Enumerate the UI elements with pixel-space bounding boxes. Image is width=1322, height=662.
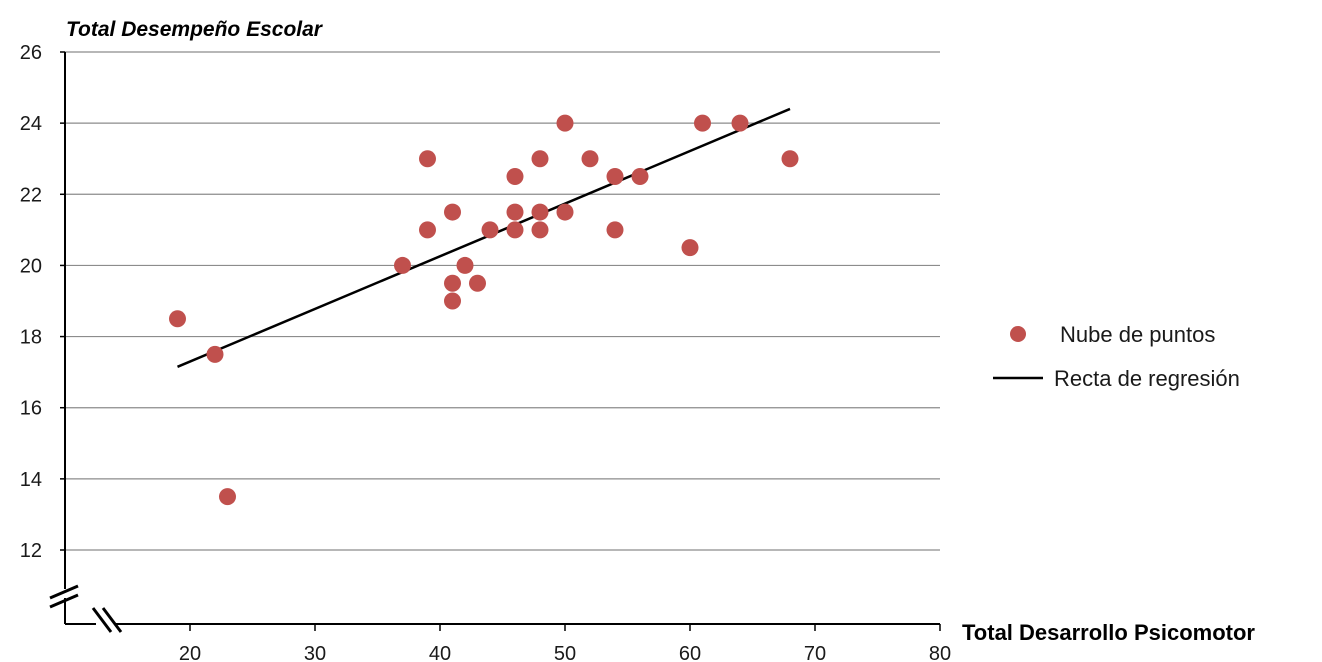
data-point-13 bbox=[506, 203, 524, 221]
grid-lines bbox=[60, 51, 940, 551]
data-point-5 bbox=[419, 221, 436, 239]
data-point-9 bbox=[456, 256, 474, 274]
data-point-26 bbox=[731, 114, 749, 132]
legend-marker-points bbox=[1010, 326, 1026, 342]
y-tick-labels: 12 14 16 18 20 22 24 26 bbox=[20, 42, 42, 562]
data-point-20 bbox=[581, 150, 599, 168]
data-point-15 bbox=[531, 150, 549, 168]
x-axis-title: Total Desarrollo Psicomotor bbox=[962, 620, 1255, 645]
data-point-4 bbox=[419, 150, 436, 168]
legend-label-line: Recta de regresión bbox=[1054, 366, 1240, 391]
data-point-3 bbox=[394, 256, 411, 274]
axes bbox=[49, 52, 941, 633]
data-points bbox=[169, 114, 799, 506]
data-point-11 bbox=[481, 221, 499, 239]
y-tick-label-24: 24 bbox=[20, 113, 42, 135]
x-tick-label-50: 50 bbox=[554, 643, 576, 662]
data-point-14 bbox=[506, 221, 524, 239]
y-tick-label-12: 12 bbox=[20, 540, 42, 562]
x-tick-labels: 20 30 40 50 60 70 80 bbox=[179, 643, 951, 662]
x-axis-break bbox=[91, 607, 123, 633]
x-tick-label-70: 70 bbox=[804, 643, 826, 662]
x-tick-label-60: 60 bbox=[679, 643, 701, 662]
y-tick-label-16: 16 bbox=[20, 398, 42, 420]
y-tick-label-20: 20 bbox=[20, 255, 42, 277]
y-axis-title: Total Desempeño Escolar bbox=[66, 18, 324, 41]
y-axis-break bbox=[49, 584, 79, 609]
x-tick-label-40: 40 bbox=[429, 643, 451, 662]
data-point-22 bbox=[606, 221, 624, 239]
data-point-8 bbox=[444, 292, 461, 310]
regression-line bbox=[177, 107, 791, 368]
data-point-19 bbox=[556, 203, 574, 221]
data-point-16 bbox=[531, 203, 549, 221]
y-tick-label-18: 18 bbox=[20, 327, 42, 349]
data-point-18 bbox=[556, 114, 574, 132]
data-point-24 bbox=[681, 239, 699, 257]
data-point-12 bbox=[506, 168, 524, 185]
legend-label-points: Nube de puntos bbox=[1060, 322, 1215, 347]
regression-line-layer bbox=[177, 107, 791, 368]
data-point-25 bbox=[694, 114, 711, 132]
data-point-21 bbox=[606, 168, 624, 185]
x-tick-label-30: 30 bbox=[304, 643, 326, 662]
y-tick-label-22: 22 bbox=[20, 184, 42, 206]
x-tick-label-20: 20 bbox=[179, 643, 201, 662]
legend: Nube de puntos Recta de regresión bbox=[993, 322, 1240, 391]
data-point-7 bbox=[444, 274, 461, 292]
data-point-23 bbox=[631, 168, 649, 185]
data-point-0 bbox=[169, 310, 186, 328]
data-point-27 bbox=[781, 150, 799, 168]
y-tick-label-26: 26 bbox=[20, 42, 42, 64]
x-tick-label-80: 80 bbox=[929, 643, 951, 662]
data-point-2 bbox=[219, 488, 236, 506]
data-point-1 bbox=[206, 345, 224, 363]
data-point-6 bbox=[444, 203, 461, 221]
y-tick-label-14: 14 bbox=[20, 469, 42, 491]
data-point-10 bbox=[469, 274, 486, 292]
data-point-17 bbox=[531, 221, 549, 239]
